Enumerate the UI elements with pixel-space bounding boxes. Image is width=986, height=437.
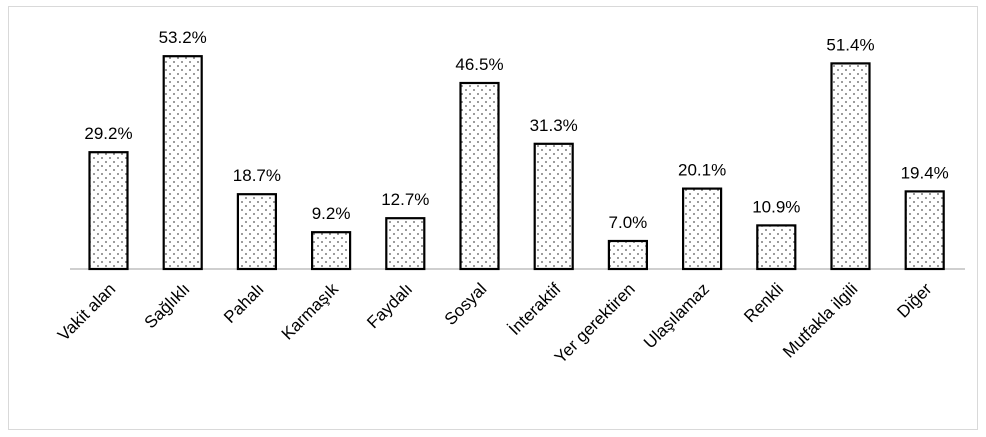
bar-6 (459, 81, 500, 271)
data-label-6: 46.5% (455, 55, 503, 74)
data-labels-group: 29.2% 53.2% 18.7% 9.2% 12.7% 46.5% 31.3% 7.0% 20… (84, 28, 948, 232)
bar-10 (756, 224, 797, 271)
data-label-7: 31.3% (530, 116, 578, 135)
bar-12 (904, 190, 945, 271)
category-label-5: Faydalı (363, 279, 416, 332)
bar-8 (607, 239, 649, 271)
data-label-2: 53.2% (159, 28, 207, 47)
bar-4 (311, 231, 352, 271)
bar-9 (681, 187, 723, 271)
bar-2 (162, 55, 203, 271)
category-labels-group: Vakit alan Sağlıklı Pahalı Karmaşık Faydalı S… (54, 279, 936, 367)
data-label-10: 10.9% (752, 197, 800, 216)
category-label-3: Pahalı (220, 279, 268, 327)
data-label-12: 19.4% (901, 163, 949, 182)
bar-11 (830, 62, 871, 271)
data-label-4: 9.2% (312, 204, 351, 223)
data-label-8: 7.0% (609, 213, 648, 232)
bar-5 (385, 217, 426, 271)
category-label-4: Karmaşık (278, 279, 343, 344)
category-label-1: Vakit alan (54, 279, 119, 344)
category-label-7: İnteraktif (505, 279, 565, 339)
bars-group (88, 55, 945, 271)
bar-3 (236, 193, 277, 271)
category-label-9: Ulaşılamaz (640, 279, 713, 352)
data-label-9: 20.1% (678, 161, 726, 180)
category-label-2: Sağlıklı (141, 279, 194, 332)
bar-1 (88, 151, 129, 271)
category-label-11: Mutfakla ilgili (779, 279, 861, 361)
category-label-12: Diğer (893, 279, 935, 321)
bar-7 (533, 142, 574, 271)
category-label-10: Renkli (740, 279, 787, 326)
category-label-6: Sosyal (441, 279, 491, 329)
data-label-3: 18.7% (233, 166, 281, 185)
data-label-11: 51.4% (826, 35, 874, 54)
data-label-1: 29.2% (84, 124, 132, 143)
data-label-5: 12.7% (381, 190, 429, 209)
